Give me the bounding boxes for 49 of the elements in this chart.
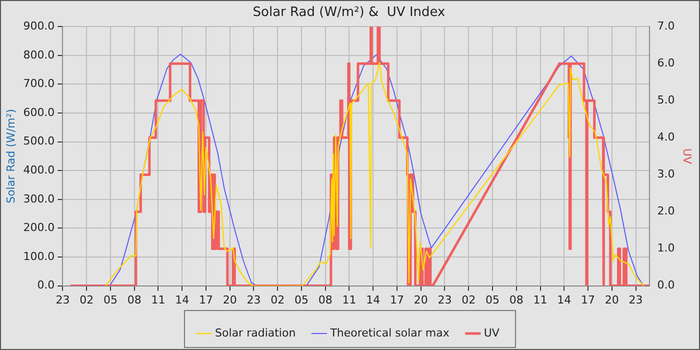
x-tick-label: 11: [342, 293, 356, 306]
y2-tick-label: 4.0: [657, 130, 675, 144]
x-tick-label: 08: [318, 293, 332, 306]
x-tick-label: 14: [557, 293, 572, 306]
x-tick-label: 02: [80, 293, 94, 306]
y2-tick-label: 5.0: [657, 94, 675, 107]
y2-tick-label: 3.0: [657, 168, 675, 181]
y2-tick-label: 7.0: [657, 19, 675, 32]
x-tick-label: 14: [175, 293, 190, 306]
x-tick-label: 11: [533, 293, 548, 306]
x-tick-label: 23: [56, 293, 70, 306]
chart-title: Solar Rad (W/m²) & UV Index: [252, 5, 446, 20]
y-tick-label: 600.0: [23, 106, 55, 119]
y-tick-label: 0.0: [37, 278, 55, 292]
x-tick-label: 17: [390, 293, 404, 306]
x-tick-label: 23: [438, 293, 452, 306]
y2-axis-title: UV: [680, 148, 694, 164]
y-tick-label: 100.0: [23, 250, 55, 263]
y-tick-label: 400.0: [23, 163, 55, 176]
y-tick-label: 300.0: [23, 192, 55, 206]
x-tick-label: 05: [294, 293, 308, 306]
x-tick-label: 02: [462, 293, 476, 306]
x-tick-label: 08: [509, 293, 524, 306]
legend-label: UV: [484, 326, 500, 340]
y-tick-label: 700.0: [23, 77, 55, 90]
x-tick-label: 17: [198, 293, 213, 306]
x-tick-label: 05: [103, 293, 118, 306]
x-tick-label: 23: [628, 293, 643, 306]
y2-tick-label: 0.0: [657, 278, 675, 292]
y-tick-label: 900.0: [23, 19, 55, 32]
y-tick-label: 500.0: [23, 134, 55, 148]
y-axis-title: Solar Rad (W/m²): [4, 108, 18, 204]
y2-tick-label: 1.0: [657, 242, 675, 255]
y-tick-label: 800.0: [23, 48, 55, 62]
x-tick-label: 14: [366, 293, 380, 306]
x-tick-label: 05: [486, 293, 500, 306]
legend-label: Theoretical solar max: [329, 326, 450, 340]
x-tick-label: 17: [581, 293, 596, 306]
y-tick-label: 200.0: [23, 221, 55, 234]
x-tick-label: 20: [414, 293, 428, 306]
x-tick-label: 02: [270, 293, 285, 306]
x-tick-label: 23: [246, 293, 261, 306]
y2-tick-label: 2.0: [657, 204, 675, 218]
x-tick-label: 11: [151, 293, 166, 306]
x-tick-label: 08: [127, 293, 142, 306]
x-tick-label: 20: [604, 293, 619, 306]
y2-tick-label: 6.0: [657, 56, 675, 70]
legend-label: Solar radiation: [215, 326, 296, 340]
x-tick-label: 20: [222, 293, 237, 306]
